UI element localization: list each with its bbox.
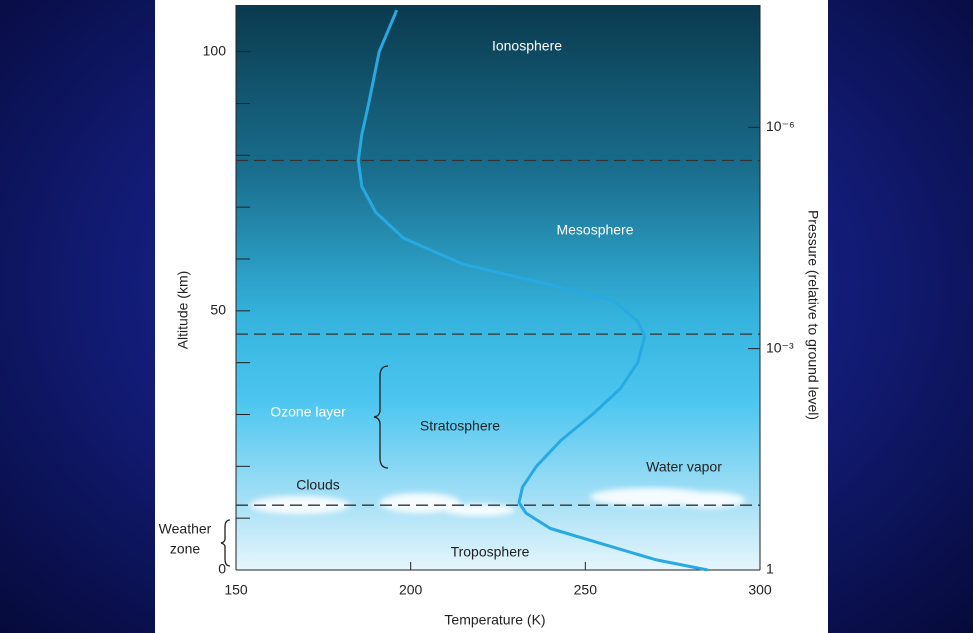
annotation: Stratosphere [420,418,500,434]
y-tick-label: 50 [210,302,226,318]
annotation: Clouds [296,477,340,493]
x-tick-label: 300 [748,582,772,598]
x-axis-label: Temperature (K) [444,612,545,628]
annotation: Ionosphere [492,38,562,54]
y-axis-label: Altitude (km) [175,271,191,350]
y2-axis-label: Pressure (relative to ground level) [805,210,821,420]
x-tick-label: 150 [224,582,248,598]
y-tick-label: 100 [203,42,227,58]
annotation: Troposphere [451,544,530,560]
y2-tick-label: 10⁻⁶ [766,118,795,134]
annotation: Ozone layer [270,404,346,420]
y2-tick-label: 10⁻³ [766,339,794,355]
page: 15020025030005010010⁻⁶10⁻³1 Ionosphere M… [0,0,973,633]
annotation: Water vapor [646,459,722,475]
annotation: Weather [159,521,212,537]
chart: 15020025030005010010⁻⁶10⁻³1 Ionosphere M… [0,0,973,633]
annotation: zone [170,541,201,557]
x-tick-label: 250 [574,582,598,598]
y2-tick-label: 1 [766,561,774,577]
x-tick-label: 200 [399,582,423,598]
annotation: Mesosphere [556,222,633,238]
